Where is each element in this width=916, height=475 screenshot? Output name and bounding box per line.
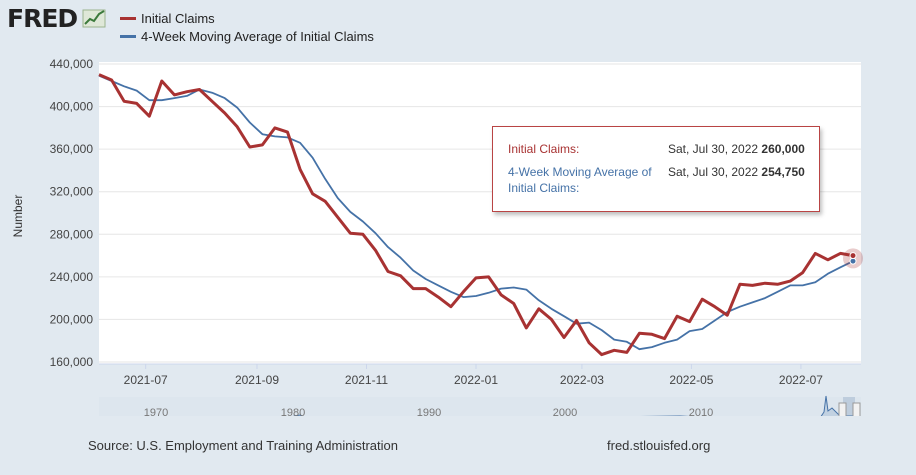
fred-logo[interactable]: FRED <box>7 4 108 33</box>
navigator-tick-2010: 2010 <box>689 407 713 416</box>
navigator-tick-1970: 1970 <box>144 407 168 416</box>
legend-label-initial-claims: Initial Claims <box>141 10 215 26</box>
y-tick-label: 440,000 <box>50 57 94 71</box>
chart-header: FRED Initial Claims 4-Week Moving Averag… <box>0 0 916 56</box>
data-tooltip: Initial Claims: Sat, Jul 30, 2022 260,00… <box>492 126 820 212</box>
navigator-left-handle[interactable] <box>838 402 847 418</box>
legend-swatch-initial-claims <box>120 16 136 20</box>
navigator-tick-1990: 1990 <box>417 407 441 416</box>
x-tick-label: 2021-07 <box>124 373 168 387</box>
x-tick-label: 2022-05 <box>669 373 713 387</box>
plot-background <box>99 62 861 364</box>
y-tick-label: 200,000 <box>50 312 94 326</box>
hover-point-initial-claims[interactable] <box>849 252 857 260</box>
y-tick-label: 280,000 <box>50 227 94 241</box>
tooltip-value-moving-average: Sat, Jul 30, 2022 254,750 <box>668 164 805 180</box>
x-tick-label: 2022-03 <box>560 373 604 387</box>
tooltip-date-initial-claims: Sat, Jul 30, 2022 <box>668 142 759 156</box>
logo-text: FRED <box>7 4 78 33</box>
navigator-right-handle[interactable] <box>852 402 861 418</box>
navigator-background <box>99 397 861 425</box>
chart-legend: Initial Claims 4-Week Moving Average of … <box>120 9 374 45</box>
legend-item-initial-claims[interactable]: Initial Claims <box>120 9 374 27</box>
y-tick-label: 240,000 <box>50 270 94 284</box>
series-line-initial-claims[interactable] <box>98 73 854 357</box>
y-tick-label: 360,000 <box>50 142 94 156</box>
y-tick-label: 320,000 <box>50 185 94 199</box>
legend-item-moving-average[interactable]: 4-Week Moving Average of Initial Claims <box>120 27 374 45</box>
x-tick-label: 2021-09 <box>235 373 279 387</box>
y-tick-label: 400,000 <box>50 100 94 114</box>
legend-swatch-moving-average <box>120 34 136 38</box>
site-link[interactable]: fred.stlouisfed.org <box>607 438 711 453</box>
tooltip-number-moving-average: 254,750 <box>761 165 805 179</box>
y-tick-label: 160,000 <box>50 355 94 369</box>
x-tick-label: 2022-07 <box>779 373 823 387</box>
source-text: Source: U.S. Employment and Training Adm… <box>88 438 398 453</box>
tooltip-label-moving-average: 4-Week Moving Average of Initial Claims: <box>508 165 652 195</box>
chart-container: 160,000 200,000 240,000 280,000 320,000 360,0… <box>0 56 916 425</box>
y-axis-label: Number <box>11 195 25 238</box>
legend-label-moving-average: 4-Week Moving Average of Initial Claims <box>141 28 374 44</box>
line-chart[interactable]: 160,000 200,000 240,000 280,000 320,000 360,0… <box>0 56 916 425</box>
tooltip-date-moving-average: Sat, Jul 30, 2022 <box>668 165 759 179</box>
x-tick-label: 2022-01 <box>454 373 498 387</box>
range-navigator[interactable]: 1970 1980 1990 2000 2010 <box>99 395 861 425</box>
tooltip-number-initial-claims: 260,000 <box>761 142 805 156</box>
navigator-tick-1980: 1980 <box>281 407 305 416</box>
navigator-tick-2000: 2000 <box>553 407 577 416</box>
x-tick-label: 2021-11 <box>345 373 388 387</box>
tooltip-label-initial-claims: Initial Claims: <box>508 142 580 156</box>
logo-graph-icon <box>82 9 106 28</box>
tooltip-value-initial-claims: Sat, Jul 30, 2022 260,000 <box>668 141 805 157</box>
